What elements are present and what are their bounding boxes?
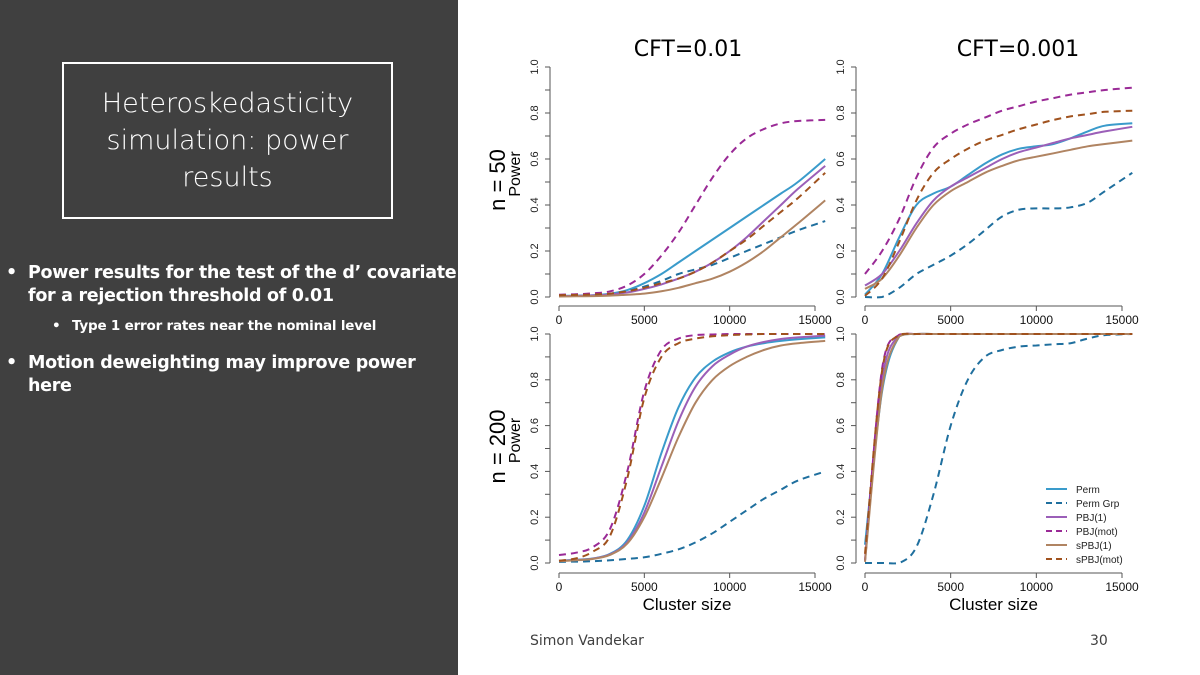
y-tick-label: 0.0	[529, 555, 541, 570]
y-tick-label: 0.2	[835, 510, 847, 525]
x-tick-label: 5000	[937, 313, 964, 327]
series-line-spbj-mot-	[864, 332, 1133, 554]
series-line-spbj-1-	[558, 199, 826, 298]
y-tick-label: 0.6	[835, 418, 847, 433]
bullet-list: • Power results for the test of the d’ co…	[0, 262, 458, 406]
series-line-pbj-mot-	[558, 332, 826, 556]
bullet-icon: •	[6, 263, 17, 283]
series-line-perm	[558, 158, 826, 297]
y-tick-label: 0.8	[835, 105, 847, 120]
sub-bullet-item: • Type 1 error rates near the nominal lev…	[0, 316, 458, 336]
slide-number: 30	[1090, 633, 1108, 649]
bullet-item: • Power results for the test of the d’ co…	[0, 262, 458, 308]
series-line-spbj-mot-	[558, 332, 826, 562]
bullet-icon: •	[6, 353, 17, 373]
x-tick-label: 15000	[798, 580, 832, 594]
x-tick-label: 5000	[631, 580, 658, 594]
legend-label: sPBJ(mot)	[1076, 555, 1123, 566]
bullet-item: • Motion deweighting may improve power he…	[0, 352, 458, 398]
x-tick-label: 0	[556, 313, 563, 327]
bullet-text: Type 1 error rates near the nominal leve…	[72, 318, 377, 334]
y-axis-label: Power	[507, 151, 524, 197]
legend-label: Perm Grp	[1076, 499, 1120, 510]
y-tick-label: 1.0	[529, 326, 541, 341]
bullet-icon: •	[52, 318, 61, 334]
y-tick-label: 0.6	[529, 418, 541, 433]
y-tick-label: 0.4	[835, 197, 847, 212]
title-box: Heteroskedasticity simulation: power res…	[62, 62, 393, 219]
column-title: CFT=0.01	[634, 37, 743, 62]
column-title: CFT=0.001	[957, 37, 1079, 62]
x-tick-label: 15000	[798, 313, 832, 327]
x-tick-label: 5000	[631, 313, 658, 327]
x-tick-label: 10000	[1020, 313, 1054, 327]
series-line-spbj-1-	[864, 139, 1133, 290]
series-line-pbj-1-	[558, 334, 826, 562]
x-axis-label: Cluster size	[949, 595, 1038, 614]
y-tick-label: 0.6	[835, 151, 847, 166]
x-tick-label: 10000	[1020, 580, 1054, 594]
y-tick-label: 1.0	[835, 59, 847, 74]
x-tick-label: 10000	[713, 580, 747, 594]
y-tick-label: 0.2	[835, 243, 847, 258]
series-line-perm-grp	[558, 470, 826, 563]
bullet-text: Motion deweighting may improve power her…	[28, 353, 416, 396]
panel-n200-cft0001: 0.0 0.2 0.4 0.6 0.8 1.0 0 5000 10000 15000 Cluster…	[835, 326, 1139, 614]
y-tick-label: 0.0	[835, 289, 847, 304]
x-tick-label: 0	[556, 580, 563, 594]
legend: Perm Perm Grp PBJ(1) PBJ(mot) sPBJ(1) sPBJ(mo…	[1046, 485, 1123, 566]
panel-n50-cft0001: 0.0 0.2 0.4 0.6 0.8 1.0 0 5000 10000 15000	[835, 59, 1139, 327]
power-figure: CFT=0.01 CFT=0.001 0.0 0.2 0.4 0.6 0.8 1.0 0 5000…	[485, 37, 1139, 614]
series-line-perm	[864, 122, 1133, 296]
x-tick-label: 0	[862, 580, 869, 594]
left-text-panel: Heteroskedasticity simulation: power res…	[0, 0, 458, 675]
y-tick-label: 0.2	[529, 243, 541, 258]
bullet-text: Power results for the test of the d’ cov…	[28, 263, 457, 306]
y-tick-label: 0.4	[529, 464, 541, 479]
y-tick-label: 1.0	[835, 326, 847, 341]
series-line-spbj-mot-	[864, 109, 1133, 297]
series-line-perm	[558, 336, 826, 562]
series-line-pbj-1-	[864, 125, 1133, 287]
y-tick-label: 1.0	[529, 59, 541, 74]
x-tick-label: 5000	[937, 580, 964, 594]
row-label: n = 200	[485, 409, 510, 483]
series-line-pbj-mot-	[864, 86, 1133, 275]
y-tick-label: 0.8	[529, 105, 541, 120]
series-line-spbj-1-	[558, 339, 826, 563]
panel-n50-cft001: 0.0 0.2 0.4 0.6 0.8 1.0 0 5000 10000 15000 n = 50P…	[485, 59, 832, 327]
legend-label: PBJ(mot)	[1076, 527, 1118, 538]
series-line-pbj-1-	[558, 165, 826, 298]
y-tick-label: 0.6	[529, 151, 541, 166]
y-tick-label: 0.4	[835, 464, 847, 479]
legend-label: sPBJ(1)	[1076, 541, 1112, 552]
legend-label: PBJ(1)	[1076, 513, 1107, 524]
y-tick-label: 0.8	[529, 372, 541, 387]
x-axis-label: Cluster size	[643, 595, 732, 614]
x-tick-label: 0	[862, 313, 869, 327]
legend-label: Perm	[1076, 485, 1100, 496]
row-label: n = 50	[485, 149, 510, 211]
y-tick-label: 0.0	[529, 289, 541, 304]
x-tick-label: 15000	[1105, 580, 1139, 594]
y-tick-label: 0.0	[835, 555, 847, 570]
series-line-pbj-mot-	[558, 118, 826, 296]
panel-n200-cft001: 0.0 0.2 0.4 0.6 0.8 1.0 0 5000 10000 15000 n = 200…	[485, 326, 832, 614]
x-tick-label: 15000	[1105, 313, 1139, 327]
x-tick-label: 10000	[713, 313, 747, 327]
slide-title: Heteroskedasticity simulation: power res…	[101, 88, 354, 193]
y-tick-label: 0.8	[835, 372, 847, 387]
y-tick-label: 0.2	[529, 510, 541, 525]
y-axis-label: Power	[507, 417, 524, 463]
series-line-spbj-mot-	[558, 172, 826, 297]
series-line-perm-grp	[864, 171, 1133, 299]
y-tick-label: 0.4	[529, 197, 541, 212]
footer-author: Simon Vandekar	[530, 633, 644, 649]
